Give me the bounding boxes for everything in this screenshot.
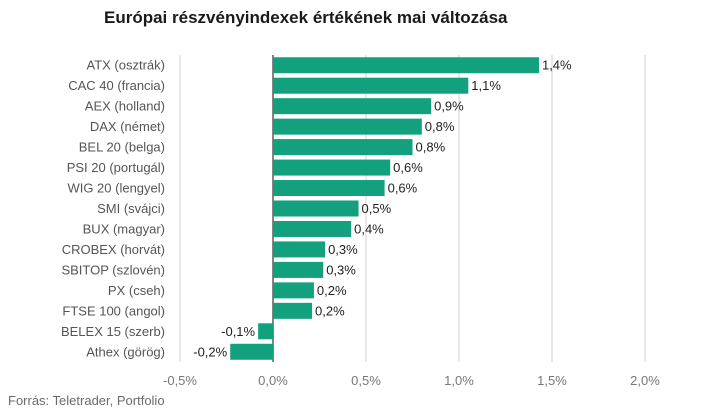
bar — [273, 57, 539, 74]
category-label: PSI 20 (portugál) — [67, 160, 165, 175]
category-label: Athex (görög) — [86, 344, 165, 359]
chart-title: Európai részvényindexek értékének mai vá… — [104, 8, 508, 27]
category-label: SMI (svájci) — [97, 201, 165, 216]
category-label: BUX (magyar) — [83, 221, 165, 236]
category-label: DAX (német) — [90, 119, 165, 134]
value-label: -0,2% — [193, 344, 227, 359]
value-label: 0,8% — [425, 119, 455, 134]
bars — [230, 57, 539, 360]
category-label: ATX (osztrák) — [87, 58, 166, 73]
category-label: FTSE 100 (angol) — [62, 303, 165, 318]
bar — [273, 261, 324, 278]
x-tick-label: 0,5% — [351, 373, 381, 388]
category-label: CAC 40 (francia) — [68, 78, 165, 93]
bar — [273, 180, 385, 197]
labels: -0,5% 0,0% 0,5% 1,0% 1,5% 2,0% ATX (osztrák) 1,… — [61, 58, 660, 388]
value-label: -0,1% — [221, 324, 255, 339]
category-label: BEL 20 (belga) — [79, 140, 165, 155]
x-tick-label: 1,0% — [444, 373, 474, 388]
value-label: 0,2% — [315, 303, 345, 318]
bar — [273, 302, 313, 319]
value-label: 0,3% — [326, 262, 356, 277]
bar — [273, 220, 352, 237]
value-label: 0,6% — [393, 160, 423, 175]
bar — [273, 77, 469, 94]
category-label: SBITOP (szlovén) — [61, 262, 165, 277]
x-tick-label: 1,5% — [537, 373, 567, 388]
value-label: 0,4% — [354, 221, 384, 236]
value-label: 1,4% — [542, 58, 572, 73]
bar — [273, 159, 391, 176]
value-label: 0,3% — [328, 242, 358, 257]
bar — [258, 323, 273, 340]
value-label: 0,6% — [388, 181, 418, 196]
category-label: WIG 20 (lengyel) — [67, 181, 165, 196]
category-label: CROBEX (horvát) — [62, 242, 165, 257]
x-tick-label: 0,0% — [258, 373, 288, 388]
bar — [273, 118, 422, 135]
bar — [273, 241, 326, 258]
source-note: Forrás: Teletrader, Portfolio — [8, 393, 165, 408]
category-label: AEX (holland) — [85, 99, 165, 114]
bar — [273, 200, 359, 217]
value-label: 0,2% — [317, 283, 347, 298]
category-label: PX (cseh) — [108, 283, 165, 298]
category-label: BELEX 15 (szerb) — [61, 324, 165, 339]
bar — [230, 343, 273, 360]
value-label: 0,8% — [416, 140, 446, 155]
x-tick-label: 2,0% — [630, 373, 660, 388]
value-label: 0,9% — [434, 99, 464, 114]
value-label: 0,5% — [362, 201, 392, 216]
bar — [273, 282, 314, 299]
x-tick-label: -0,5% — [163, 373, 197, 388]
bar — [273, 139, 413, 156]
bar — [273, 98, 432, 115]
value-label: 1,1% — [471, 78, 501, 93]
